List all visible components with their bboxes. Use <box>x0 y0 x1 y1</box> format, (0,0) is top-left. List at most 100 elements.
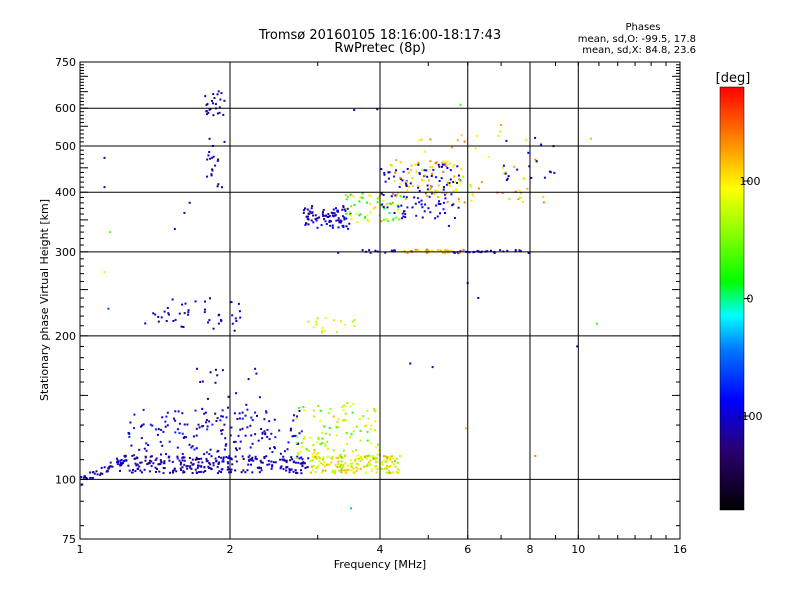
data-point <box>445 162 447 164</box>
data-point <box>172 470 174 472</box>
data-point <box>394 180 396 182</box>
data-point <box>340 454 342 456</box>
data-point <box>260 428 262 430</box>
data-point <box>165 416 167 418</box>
data-point <box>207 112 209 114</box>
data-point <box>283 468 285 470</box>
data-point <box>462 176 464 178</box>
data-point <box>213 156 215 158</box>
data-point <box>540 144 542 146</box>
data-point <box>385 461 387 463</box>
data-point <box>212 102 214 104</box>
data-point <box>299 410 301 412</box>
data-point <box>318 464 320 466</box>
data-point <box>367 431 369 433</box>
data-point <box>200 458 202 460</box>
data-point <box>427 249 429 251</box>
data-point <box>312 453 314 455</box>
data-point <box>269 438 271 440</box>
data-point <box>224 437 226 439</box>
data-point <box>203 466 205 468</box>
data-point <box>173 418 175 420</box>
data-point <box>239 448 241 450</box>
y-tick-label: 600 <box>55 102 76 115</box>
data-point <box>321 442 323 444</box>
data-point <box>293 461 295 463</box>
data-point <box>252 443 254 445</box>
data-point <box>319 420 321 422</box>
data-point <box>394 172 396 174</box>
data-point <box>445 164 447 166</box>
data-point <box>225 456 227 458</box>
data-point <box>137 464 139 466</box>
data-point <box>380 168 382 170</box>
data-point <box>387 206 389 208</box>
data-point <box>411 177 413 179</box>
data-point <box>239 412 241 414</box>
data-point <box>189 457 191 459</box>
data-point <box>129 422 131 424</box>
data-point <box>196 428 198 430</box>
data-point <box>288 441 290 443</box>
data-point <box>415 203 417 205</box>
data-point <box>208 151 210 153</box>
data-point <box>417 197 419 199</box>
data-point <box>313 326 315 328</box>
data-point <box>402 213 404 215</box>
data-point <box>329 215 331 217</box>
data-point <box>338 426 340 428</box>
grid-lines <box>80 62 680 539</box>
data-point <box>197 458 199 460</box>
data-point <box>242 469 244 471</box>
data-point <box>218 323 220 325</box>
data-point <box>434 217 436 219</box>
data-point <box>515 249 517 251</box>
data-point <box>271 464 273 466</box>
data-point <box>325 317 327 319</box>
data-point <box>242 455 244 457</box>
data-point <box>195 300 197 302</box>
data-point <box>181 326 183 328</box>
data-point <box>158 321 160 323</box>
data-point <box>344 324 346 326</box>
data-point <box>293 414 295 416</box>
data-point <box>242 428 244 430</box>
data-point <box>234 412 236 414</box>
data-point <box>355 449 357 451</box>
data-point <box>353 430 355 432</box>
data-point <box>208 453 210 455</box>
data-point <box>429 166 431 168</box>
data-point <box>314 449 316 451</box>
data-point <box>206 458 208 460</box>
y-tick-label: 200 <box>55 330 76 343</box>
y-tick-label: 100 <box>55 473 76 486</box>
data-point <box>160 459 162 461</box>
data-point <box>431 166 433 168</box>
data-point <box>385 181 387 183</box>
data-point <box>448 225 450 227</box>
data-point <box>218 456 220 458</box>
data-point <box>217 183 219 185</box>
data-point <box>199 381 201 383</box>
data-point <box>158 463 160 465</box>
data-point <box>391 165 393 167</box>
data-point <box>192 464 194 466</box>
data-point <box>189 202 191 204</box>
data-point <box>366 465 368 467</box>
data-point <box>217 466 219 468</box>
data-point <box>295 469 297 471</box>
data-point <box>215 369 217 371</box>
data-point <box>337 463 339 465</box>
data-point <box>329 427 331 429</box>
data-point <box>197 467 199 469</box>
data-point <box>259 471 261 473</box>
data-point <box>335 207 337 209</box>
data-point <box>89 472 91 474</box>
data-point <box>161 461 163 463</box>
data-point <box>196 447 198 449</box>
data-point <box>182 459 184 461</box>
data-point <box>206 419 208 421</box>
data-point <box>301 442 303 444</box>
data-point <box>263 418 265 420</box>
data-point <box>406 196 408 198</box>
